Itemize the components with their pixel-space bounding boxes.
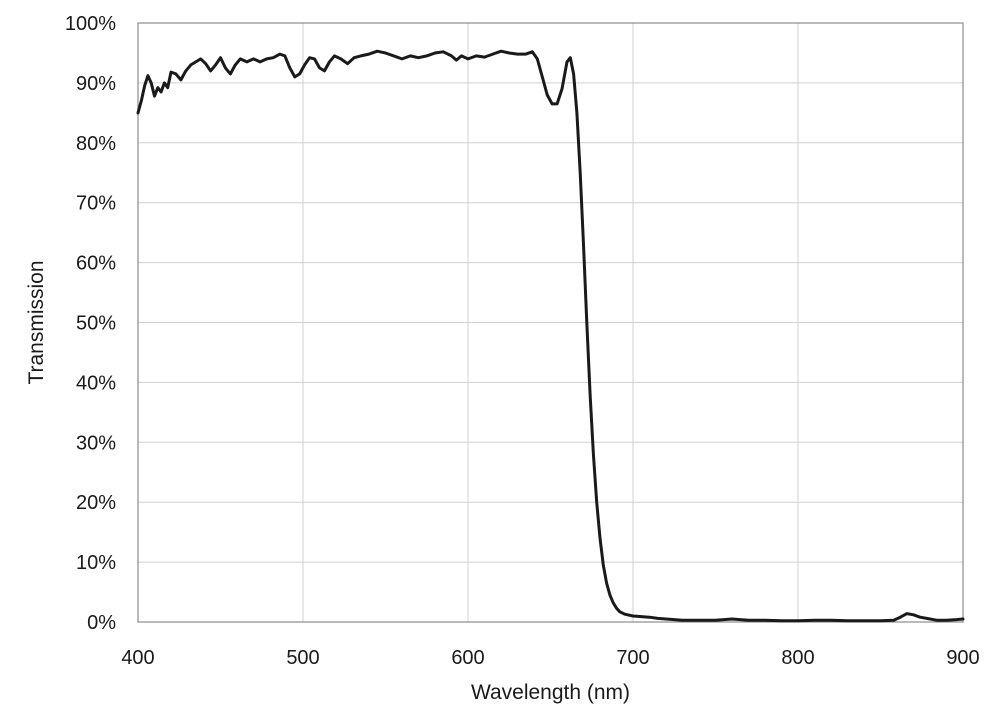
x-tick-label: 900: [946, 647, 979, 669]
y-tick-label: 80%: [76, 133, 116, 155]
y-tick-label: 60%: [76, 253, 116, 275]
x-tick-label: 600: [451, 647, 484, 669]
y-tick-label: 0%: [87, 612, 116, 634]
y-tick-label: 10%: [76, 552, 116, 574]
x-tick-label: 500: [286, 647, 319, 669]
y-tick-label: 90%: [76, 73, 116, 95]
y-axis-ticks: 0% 10% 20% 30% 40% 50% 60% 70% 80% 90% 100%: [65, 13, 116, 634]
y-tick-label: 40%: [76, 372, 116, 394]
y-tick-label: 70%: [76, 193, 116, 215]
transmission-series-line: [136, 49, 965, 623]
y-tick-label: 20%: [76, 492, 116, 514]
y-axis-title: Transmission: [25, 260, 48, 384]
x-tick-label: 400: [121, 647, 154, 669]
grid: [138, 23, 963, 622]
x-axis-ticks: 400 500 600 700 800 900: [121, 647, 979, 669]
y-tick-label: 50%: [76, 313, 116, 335]
series-layer: [136, 49, 965, 623]
plot-area-frame: [137, 22, 964, 623]
y-tick-label: 30%: [76, 432, 116, 454]
x-tick-label: 800: [781, 647, 814, 669]
x-axis-title: Wavelength (nm): [471, 681, 630, 704]
y-tick-label: 100%: [65, 13, 116, 35]
x-tick-label: 700: [616, 647, 649, 669]
